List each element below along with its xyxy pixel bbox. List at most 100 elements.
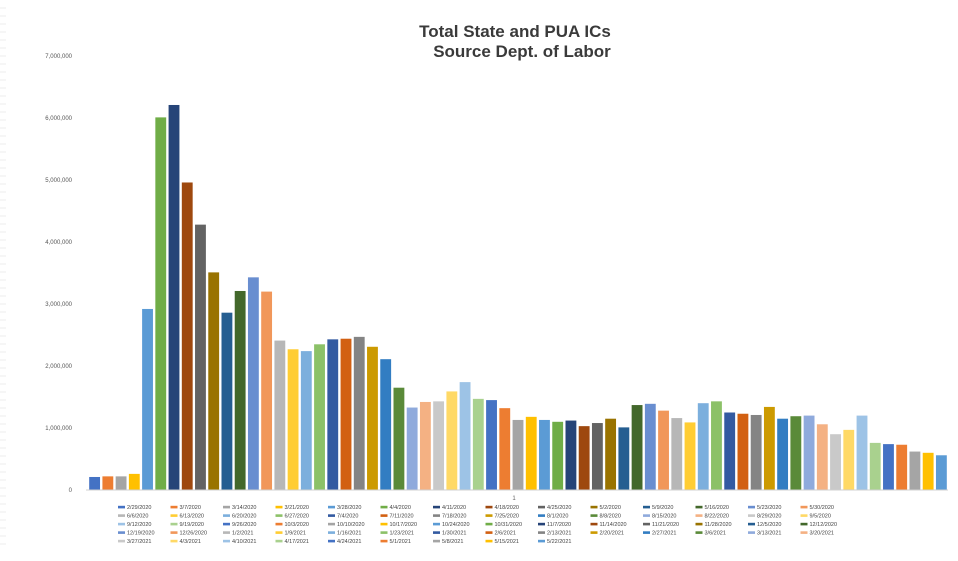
bar: 3/7/2020 bbox=[102, 476, 114, 490]
legend-label: 5/1/2021 bbox=[390, 539, 411, 545]
legend-label: 7/25/2020 bbox=[495, 513, 519, 519]
legend-label: 12/26/2020 bbox=[180, 530, 208, 536]
legend-label: 6/13/2020 bbox=[180, 513, 204, 519]
bar: 5/30/2020 bbox=[261, 291, 273, 490]
legend-label: 10/31/2020 bbox=[495, 522, 523, 528]
legend-label: 5/16/2020 bbox=[705, 505, 729, 511]
legend-label: 2/29/2020 bbox=[127, 505, 151, 511]
bar: 8/1/2020 bbox=[380, 359, 392, 490]
legend-swatch bbox=[118, 539, 125, 543]
legend-label: 11/14/2020 bbox=[600, 522, 627, 528]
bar: 5/2/2020 bbox=[208, 272, 220, 490]
legend-swatch bbox=[328, 522, 335, 526]
bar: 3/27/2021 bbox=[830, 434, 841, 490]
legend-label: 1/2/2021 bbox=[232, 530, 253, 536]
bar: 9/19/2020 bbox=[472, 398, 484, 490]
legend-label: 4/17/2021 bbox=[285, 539, 309, 545]
legend-swatch bbox=[590, 531, 598, 534]
legend-swatch bbox=[748, 514, 755, 517]
legend-swatch bbox=[643, 531, 650, 534]
legend-label: 2/6/2021 bbox=[495, 530, 516, 536]
legend-label: 1/9/2021 bbox=[285, 530, 306, 536]
legend-swatch bbox=[275, 531, 283, 534]
legend-label: 3/21/2020 bbox=[285, 505, 309, 511]
legend-swatch bbox=[590, 505, 598, 509]
legend-swatch bbox=[275, 514, 283, 517]
bar: 9/12/2020 bbox=[459, 382, 471, 490]
legend-label: 8/29/2020 bbox=[757, 513, 781, 519]
legend-swatch bbox=[223, 539, 230, 543]
x-axis-marker: 1 bbox=[512, 496, 516, 502]
legend-label: 11/7/2020 bbox=[547, 522, 571, 528]
legend-swatch bbox=[643, 505, 650, 509]
legend-swatch bbox=[433, 505, 440, 509]
legend-swatch bbox=[275, 539, 283, 543]
bar: 2/6/2021 bbox=[737, 413, 749, 490]
legend-swatch bbox=[748, 522, 755, 526]
legend-swatch bbox=[538, 522, 545, 526]
legend-swatch bbox=[275, 505, 283, 509]
legend-label: 11/28/2020 bbox=[705, 522, 732, 528]
bar: 12/26/2020 bbox=[658, 410, 669, 490]
legend-label: 1/30/2021 bbox=[442, 530, 466, 536]
legend-swatch bbox=[695, 531, 703, 534]
legend: 2/29/2020 3/7/2020 3/14/2020 3/21/2020 3/28/… bbox=[118, 505, 837, 545]
legend-label: 5/22/2021 bbox=[547, 539, 571, 545]
y-tick-label: 5,000,000 bbox=[45, 178, 72, 184]
chart-title: Total State and PUA ICs bbox=[419, 22, 611, 41]
legend-swatch bbox=[538, 531, 545, 534]
bar: 2/29/2020 bbox=[89, 476, 101, 490]
bar: 3/14/2020 bbox=[115, 476, 127, 490]
legend-swatch bbox=[800, 505, 808, 509]
legend-swatch bbox=[170, 531, 178, 534]
legend-label: 8/1/2020 bbox=[547, 513, 568, 519]
legend-swatch bbox=[380, 539, 388, 543]
legend-label: 3/28/2020 bbox=[337, 505, 361, 511]
legend-swatch bbox=[538, 505, 545, 509]
bar: 8/8/2020 bbox=[393, 387, 405, 490]
legend-label: 12/5/2020 bbox=[757, 522, 781, 528]
legend-swatch bbox=[643, 514, 650, 517]
legend-swatch bbox=[800, 531, 808, 534]
bar: 5/22/2021 bbox=[935, 455, 947, 490]
bar: 11/21/2020 bbox=[591, 423, 603, 490]
legend-label: 2/13/2021 bbox=[547, 530, 571, 536]
legend-label: 4/4/2020 bbox=[390, 505, 411, 511]
legend-swatch bbox=[748, 505, 755, 509]
legend-label: 12/12/2020 bbox=[810, 522, 838, 528]
bar: 1/16/2021 bbox=[697, 403, 709, 490]
legend-label: 3/7/2020 bbox=[180, 505, 201, 511]
y-axis: 0 1,000,000 2,000,000 3,000,000 4,000,000 5,0… bbox=[45, 54, 72, 494]
legend-label: 4/25/2020 bbox=[547, 505, 571, 511]
bar: 5/16/2020 bbox=[234, 290, 246, 490]
legend-label: 5/30/2020 bbox=[810, 505, 834, 511]
bar: 7/11/2020 bbox=[340, 338, 352, 490]
legend-swatch bbox=[695, 514, 703, 517]
legend-label: 9/12/2020 bbox=[127, 522, 151, 528]
legend-label: 3/6/2021 bbox=[705, 530, 726, 536]
legend-label: 7/4/2020 bbox=[337, 513, 358, 519]
legend-swatch bbox=[380, 514, 388, 517]
bar: 2/13/2021 bbox=[750, 414, 762, 490]
legend-label: 6/27/2020 bbox=[285, 513, 309, 519]
bar: 5/8/2021 bbox=[909, 451, 921, 490]
legend-swatch bbox=[433, 539, 440, 543]
legend-label: 10/17/2020 bbox=[390, 522, 418, 528]
legend-swatch bbox=[328, 505, 335, 509]
legend-label: 12/19/2020 bbox=[127, 530, 155, 536]
bar: 12/5/2020 bbox=[618, 427, 630, 490]
bar: 3/28/2020 bbox=[142, 308, 153, 490]
bar: 12/19/2020 bbox=[644, 403, 656, 490]
legend-swatch bbox=[118, 505, 125, 509]
bar: 12/12/2020 bbox=[631, 405, 643, 490]
legend-swatch bbox=[485, 522, 493, 526]
legend-label: 2/20/2021 bbox=[600, 530, 624, 536]
bar: 4/24/2021 bbox=[883, 444, 894, 490]
bar: 7/4/2020 bbox=[327, 339, 339, 490]
legend-label: 8/8/2020 bbox=[600, 513, 621, 519]
legend-label: 5/15/2021 bbox=[495, 539, 519, 545]
bar: 9/26/2020 bbox=[486, 400, 497, 490]
legend-swatch bbox=[223, 522, 230, 526]
legend-label: 4/18/2020 bbox=[495, 505, 519, 511]
